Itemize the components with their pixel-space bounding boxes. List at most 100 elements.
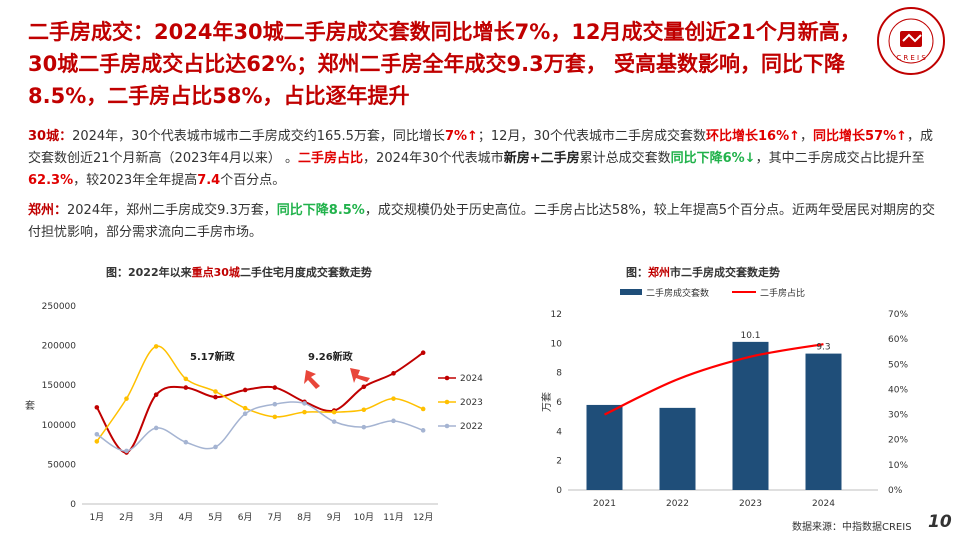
- data-point-2022: [391, 418, 396, 424]
- arrow-icon: [350, 368, 370, 383]
- data-point-2023: [391, 396, 396, 401]
- p1-text: ，较2023年全年提高: [73, 173, 198, 188]
- data-point-2022: [302, 401, 307, 406]
- p1-text: 2024年，30个代表城市城市二手房成交约165.5万套，同比增长: [72, 129, 445, 144]
- y2-tick-label: 30%: [888, 411, 908, 421]
- y2-tick-label: 20%: [888, 436, 908, 446]
- chart1-title-pre: 图：2022年以来: [106, 266, 192, 279]
- legend-label-2024: 2024: [460, 374, 483, 384]
- data-label: 9.3: [816, 343, 830, 353]
- p1-decline: 同比下降6%↓: [670, 151, 756, 166]
- p1-mom: 环比增长16%↑: [706, 129, 801, 144]
- y-tick-label: 250000: [42, 302, 77, 312]
- legend-label-line: 二手房占比: [760, 287, 805, 299]
- p1-text: 个百分点。: [220, 173, 286, 188]
- p2-text: ，成交规模仍处于历史高位。二手房占比达58%，较上年提高5个百分点。近两年受居民…: [28, 203, 936, 240]
- p1-share-label: 二手房占比: [298, 151, 364, 166]
- creis-logo: C R E I S: [877, 7, 945, 75]
- data-point-2023: [302, 409, 307, 415]
- data-point-2024: [213, 394, 218, 400]
- monthly-transactions-chart: 0 50000 100000 150000 200000 250000 1月 2月 3月 4月 5月…: [25, 302, 483, 523]
- p2-decline: 同比下降8.5%: [276, 203, 365, 218]
- page-number: 10: [928, 512, 952, 532]
- y-tick-label: 0: [556, 486, 562, 496]
- p1-text: ，: [800, 129, 814, 144]
- data-point-2022: [420, 428, 426, 433]
- zhengzhou-paragraph: 郑州：2024年，郑州二手房成交9.3万套，同比下降8.5%，成交规模仍处于历史…: [28, 200, 938, 244]
- x-tick-label: 2月: [119, 512, 134, 523]
- data-point-2024: [94, 405, 100, 410]
- data-point-2023: [213, 389, 218, 394]
- legend-label-2023: 2023: [460, 398, 483, 408]
- data-point-2022: [242, 411, 248, 417]
- y-axis-label: 套: [25, 399, 35, 412]
- data-point-2022: [94, 432, 100, 437]
- data-label: 10.1: [740, 331, 760, 341]
- chart1-title-post: 二手住宅月度成交套数走势: [239, 266, 372, 279]
- data-point-2022: [272, 401, 278, 407]
- data-point-2023: [242, 405, 248, 411]
- y-tick-label: 150000: [42, 381, 77, 391]
- p1-text: ，成交套数创近21个月新高（2023年4月以来） 。: [28, 129, 934, 166]
- x-tick-label: 4月: [178, 512, 193, 523]
- data-point-2023: [272, 414, 278, 420]
- y2-tick-label: 50%: [888, 360, 908, 370]
- bar-2022: [659, 407, 696, 490]
- data-point-2024: [153, 392, 159, 398]
- x-tick-label: 9月: [327, 512, 342, 523]
- y-tick-label: 50000: [47, 460, 76, 470]
- y-tick-label: 10: [551, 339, 563, 349]
- svg-text:C R E I S: C R E I S: [896, 54, 926, 62]
- data-point-2024: [272, 385, 278, 390]
- para-label-30: 30城：: [28, 129, 73, 144]
- series-line-2023: [96, 345, 424, 442]
- series-line-2024: [95, 351, 424, 454]
- data-point-2022: [331, 419, 337, 424]
- legend-label-bar: 二手房成交套数: [646, 287, 709, 299]
- chart2-title: 图：郑州市二手房成交套数走势: [626, 264, 780, 280]
- data-point-2024: [183, 385, 189, 390]
- p1-share: 62.3%: [28, 173, 74, 188]
- data-point-2023: [124, 396, 129, 401]
- data-point-2023: [331, 409, 337, 415]
- y-tick-label: 8: [556, 369, 562, 379]
- data-point-2024: [242, 387, 248, 393]
- arrow-icon: [304, 370, 320, 389]
- x-tick-label: 2022: [666, 499, 689, 509]
- share-line: [604, 343, 824, 416]
- chart1-title: 图：2022年以来重点30城二手住宅月度成交套数走势: [106, 264, 372, 280]
- bar-2021: [586, 404, 623, 490]
- chart2-title-pre: 图：: [626, 266, 648, 279]
- p1-text: ，其中二手房成交占比提升至: [755, 151, 925, 166]
- thirty-cities-paragraph: 30城：2024年，30个代表城市城市二手房成交约165.5万套，同比增长7%↑…: [28, 126, 938, 192]
- x-tick-label: 12月: [413, 512, 433, 523]
- x-tick-label: 7月: [267, 512, 282, 523]
- x-tick-label: 11月: [383, 512, 403, 523]
- y2-tick-label: 40%: [888, 385, 908, 395]
- x-tick-label: 3月: [149, 512, 164, 523]
- data-point-2023: [420, 406, 426, 412]
- y-tick-label: 100000: [42, 421, 77, 431]
- p2-text: 2024年，郑州二手房成交9.3万套，: [67, 203, 277, 218]
- annotation-policy-517: 5.17新政: [190, 350, 236, 363]
- data-point-2022: [124, 448, 129, 454]
- data-source: 数据来源：中指数据CREIS: [792, 522, 912, 533]
- x-tick-label: 5月: [208, 512, 223, 523]
- y2-tick-label: 70%: [888, 310, 908, 320]
- y-tick-label: 12: [551, 310, 562, 320]
- data-point-2024: [391, 371, 396, 376]
- bar-2024: [805, 353, 842, 490]
- p1-text: 累计总成交套数: [579, 151, 671, 166]
- data-point-2024: [420, 350, 426, 356]
- p1-yoy: 7%↑: [444, 129, 478, 144]
- chart2-title-post: 市二手房成交套数走势: [670, 266, 780, 279]
- x-tick-label: 10月: [354, 512, 374, 523]
- p1-yoy-dec: 同比增长57%↑: [813, 129, 908, 144]
- p1-pp: 7.4: [197, 173, 221, 188]
- x-tick-label: 2024: [812, 499, 835, 509]
- data-point-2023: [153, 344, 159, 349]
- data-point-2023: [94, 439, 100, 444]
- legend-marker-2023: [444, 399, 450, 405]
- x-tick-label: 8月: [297, 512, 312, 523]
- legend-swatch-bar: [620, 289, 642, 295]
